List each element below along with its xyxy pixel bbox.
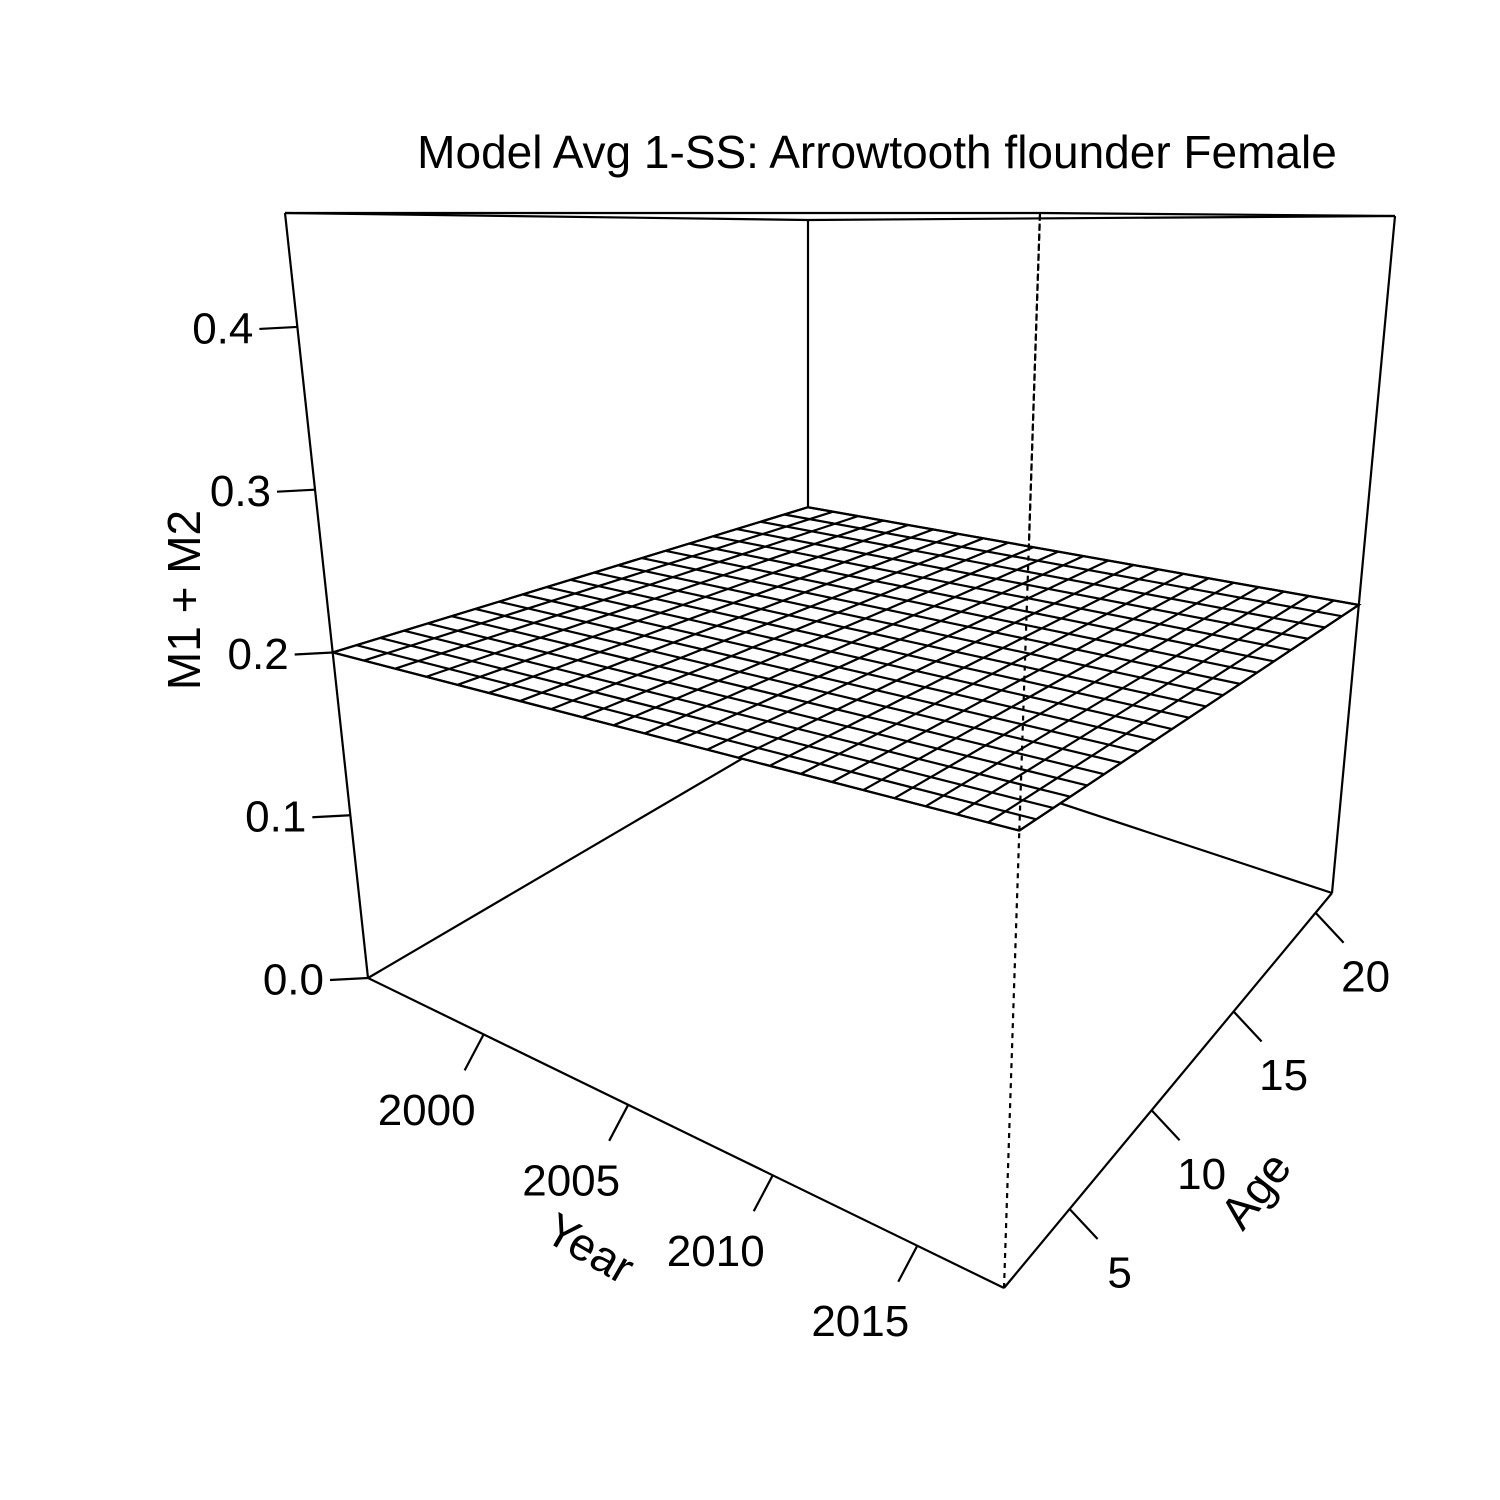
x-tick-2000 xyxy=(465,1034,484,1070)
z-tick-label-0.2: 0.2 xyxy=(228,630,289,679)
y-tick-20 xyxy=(1316,913,1344,943)
chart-title: Model Avg 1-SS: Arrowtooth flounder Fema… xyxy=(417,126,1337,178)
x-axis: 2000 2005 2010 2015 xyxy=(378,1034,918,1346)
box-edge-top-front-right xyxy=(1040,213,1395,216)
x-tick-label-2015: 2015 xyxy=(811,1297,909,1346)
x-tick-label-2010: 2010 xyxy=(667,1227,765,1276)
x-tick-label-2005: 2005 xyxy=(522,1156,620,1205)
z-tick-0.4 xyxy=(259,327,297,329)
y-tick-10 xyxy=(1152,1110,1180,1140)
z-tick-0.2 xyxy=(295,652,333,654)
y-tick-15 xyxy=(1234,1012,1262,1042)
x-axis-title: Year xyxy=(537,1202,643,1294)
x-tick-label-2000: 2000 xyxy=(378,1086,476,1135)
z-tick-label-0.3: 0.3 xyxy=(210,467,271,516)
y-tick-label-15: 15 xyxy=(1259,1051,1308,1100)
box-edge-top-back-right xyxy=(808,216,1395,220)
surface-mesh xyxy=(333,213,1359,831)
x-tick-2005 xyxy=(609,1105,628,1141)
box-front-edges xyxy=(368,893,1332,1288)
x-tick-2015 xyxy=(898,1246,917,1282)
y-axis: 5 10 15 20 xyxy=(1070,913,1390,1298)
y-tick-label-20: 20 xyxy=(1341,952,1390,1001)
z-tick-0.1 xyxy=(312,815,350,817)
z-tick-0.3 xyxy=(277,490,315,492)
x-tick-2010 xyxy=(754,1175,773,1211)
box-edge-right-vertical xyxy=(1332,216,1395,893)
box-edge-left-vertical xyxy=(285,213,368,978)
z-axis-title: M1 + M2 xyxy=(158,510,210,690)
y-tick-label-5: 5 xyxy=(1107,1249,1131,1298)
z-tick-label-0.1: 0.1 xyxy=(245,793,306,842)
z-tick-label-0.0: 0.0 xyxy=(263,956,324,1005)
y-tick-5 xyxy=(1070,1209,1098,1239)
z-tick-label-0.4: 0.4 xyxy=(192,304,253,353)
y-tick-label-10: 10 xyxy=(1177,1150,1226,1199)
z-tick-0.0 xyxy=(330,978,368,980)
